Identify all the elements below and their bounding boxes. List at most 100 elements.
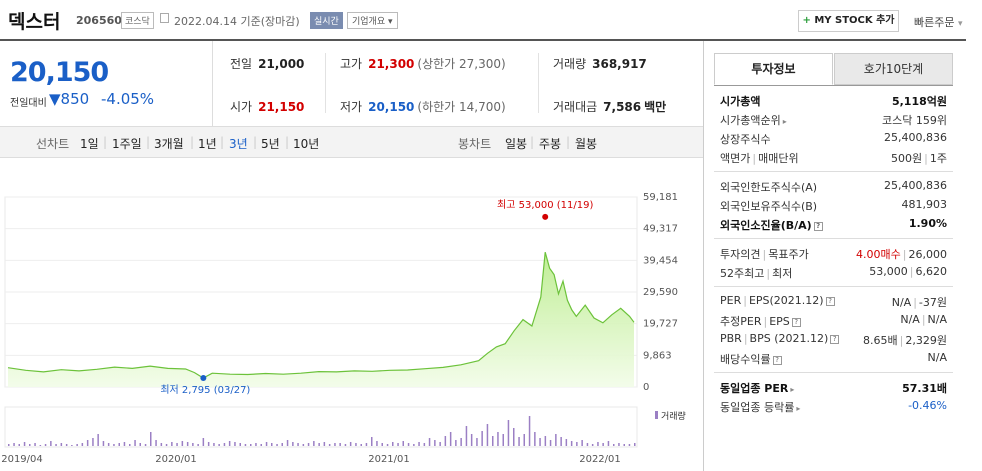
prev-close: 전일 21,000 <box>230 55 304 72</box>
volume-bar <box>234 442 236 446</box>
tab-order-book[interactable]: 호가10단계 <box>834 53 953 85</box>
volume-bar <box>181 441 184 446</box>
candle-daily[interactable]: 일봉 <box>505 137 528 151</box>
info-value: N/A | N/A <box>900 313 947 326</box>
help-icon[interactable]: ? <box>772 356 782 365</box>
info-row: 상장주식수 25,400,836 <box>714 129 953 147</box>
info-row: 외국인소진율(B/A)? 1.90% <box>714 215 953 233</box>
separator: | <box>146 135 151 149</box>
volume-bar <box>418 442 420 446</box>
info-value-secondary: 26,000 <box>908 248 948 261</box>
price-area <box>8 252 634 387</box>
help-icon[interactable]: ? <box>791 318 801 327</box>
volume-bar <box>265 442 268 446</box>
chevron-right-icon[interactable]: ▸ <box>782 117 787 126</box>
period-1d[interactable]: 1일 <box>80 137 99 151</box>
volume-bar <box>623 444 625 446</box>
volume-legend-swatch <box>655 411 658 419</box>
info-row: 동일업종 등락률 ▸ -0.46% <box>714 397 953 415</box>
open-price: 시가 21,150 <box>230 98 304 115</box>
volume-bar <box>271 443 273 446</box>
volume-bar <box>29 444 31 446</box>
period-3y[interactable]: 3년 <box>229 137 248 151</box>
separator: | <box>763 315 768 328</box>
volume-bar <box>171 442 173 446</box>
realtime-button[interactable]: 실시간 <box>310 12 343 29</box>
current-price: 20,150 <box>10 57 109 88</box>
volume-bar <box>434 440 436 446</box>
volume-bar <box>586 443 589 446</box>
info-value-secondary: 6,620 <box>915 265 948 278</box>
volume-bar <box>76 444 78 446</box>
volume-bar <box>581 440 583 446</box>
volume-bar <box>607 441 610 446</box>
info-value-secondary: 1주 <box>929 152 947 165</box>
volume-bar <box>207 442 210 446</box>
group-divider <box>714 171 953 172</box>
volume-bar <box>460 438 462 446</box>
price-tick-label: 39,454 <box>643 255 678 266</box>
candle-monthly[interactable]: 월봉 <box>575 137 598 151</box>
period-1w[interactable]: 1주일 <box>112 137 142 151</box>
volume-bar <box>334 443 336 446</box>
period-1y[interactable]: 1년 <box>198 137 217 151</box>
volume-bar <box>223 443 226 446</box>
volume-value: 368,917 <box>592 57 647 71</box>
separator: | <box>190 135 195 149</box>
volume-bar <box>549 440 552 446</box>
volume-bar <box>228 441 231 446</box>
help-icon[interactable]: ? <box>813 222 823 231</box>
volume-bar <box>107 443 110 446</box>
info-label-text: 외국인보유주식수(B) <box>720 200 818 213</box>
info-label-text: 상장주식수 <box>720 133 771 146</box>
volume-bar <box>197 444 199 446</box>
chevron-right-icon[interactable]: ▸ <box>796 404 801 413</box>
help-icon[interactable]: ? <box>830 335 840 344</box>
info-label: PER | EPS(2021.12)? <box>720 294 835 307</box>
volume-bar <box>244 444 247 446</box>
tab-investment-info[interactable]: 투자정보 <box>714 53 833 85</box>
chevron-down-icon: ▾ <box>957 19 963 29</box>
add-mystock-button[interactable]: + MY STOCK 추가 <box>798 10 899 32</box>
help-icon[interactable]: ? <box>825 297 835 306</box>
quote-grid: 전일 21,000 시가 21,150 고가 21,300 (상한가 27,300) 저… <box>213 41 703 126</box>
info-value-text: N/A <box>927 351 947 364</box>
price-change-percent: -4.05% <box>101 90 155 108</box>
volume-bar <box>365 443 368 446</box>
period-5y[interactable]: 5년 <box>261 137 280 151</box>
volume-bar <box>591 444 594 446</box>
volume-bar <box>18 444 20 446</box>
info-label: 배당수익률? <box>720 351 782 367</box>
info-row: 동일업종 PER ▸ 57.31배 <box>714 378 953 396</box>
volume-bar <box>113 444 115 446</box>
info-value: N/A <box>928 351 947 364</box>
info-label-secondary: EPS(2021.12) <box>748 294 824 307</box>
info-label: 동일업종 등락률 ▸ <box>720 399 800 415</box>
info-value-text: 53,000 <box>869 265 908 278</box>
volume-bar <box>123 442 126 446</box>
volume-bar <box>392 442 394 446</box>
header-divider <box>0 39 966 41</box>
period-10y[interactable]: 10년 <box>293 137 320 151</box>
candle-weekly[interactable]: 주봉 <box>539 137 562 151</box>
company-overview-dropdown[interactable]: 기업개요 ▾ <box>347 12 398 29</box>
quick-order-button[interactable]: 빠른주문 ▾ <box>914 14 963 30</box>
volume-bar <box>81 443 84 446</box>
volume-bar <box>349 442 352 446</box>
info-label: 투자의견 | 목표주가 <box>720 246 809 262</box>
volume-bar <box>50 441 52 446</box>
price-chart[interactable]: 59,181 49,317 39,454 29,590 19,727 9,863 0 최고 … <box>0 159 703 471</box>
price-axis: 59,181 49,317 39,454 29,590 19,727 9,863 0 <box>643 192 678 393</box>
market-badge: 코스닥 <box>121 12 154 29</box>
volume-bar <box>597 442 599 446</box>
volume-bar <box>65 444 68 446</box>
info-value-text: 8.65배 <box>863 334 898 347</box>
period-3m[interactable]: 3개월 <box>154 137 184 151</box>
chevron-right-icon[interactable]: ▸ <box>790 385 795 394</box>
volume-bar <box>602 443 604 446</box>
volume-bar <box>344 444 347 446</box>
price-tick-label: 9,863 <box>643 350 672 361</box>
info-label-text: 52주최고 <box>720 267 765 280</box>
volume-bar <box>39 445 42 446</box>
volume-bar <box>492 436 494 446</box>
